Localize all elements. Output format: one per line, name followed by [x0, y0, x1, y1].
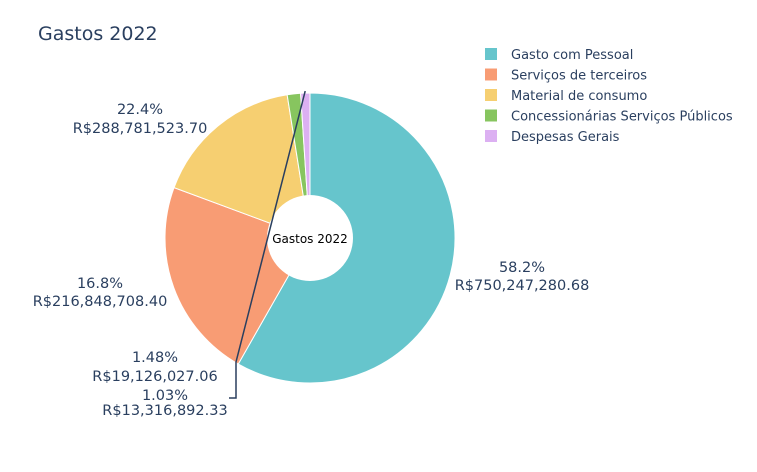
- percent-label-gasto-com-pessoal: 58.2%: [499, 260, 545, 276]
- value-label-despesas-gerais: R$13,316,892.33: [102, 403, 227, 419]
- legend-label-concessionarias-servicos-publicos[interactable]: Concessionárias Serviços Públicos: [511, 110, 733, 125]
- value-label-servicos-de-terceiros: R$288,781,523.70: [73, 121, 208, 137]
- legend-label-servicos-de-terceiros[interactable]: Serviços de terceiros: [511, 69, 647, 84]
- percent-label-servicos-de-terceiros: 22.4%: [117, 102, 163, 118]
- legend-label-despesas-gerais[interactable]: Despesas Gerais: [511, 130, 620, 145]
- value-label-concessionarias-servicos-publicos: R$19,126,027.06: [92, 369, 217, 385]
- value-label-gasto-com-pessoal: R$750,247,280.68: [455, 278, 590, 294]
- percent-label-despesas-gerais: 1.03%: [142, 388, 188, 404]
- percent-label-concessionarias-servicos-publicos: 1.48%: [132, 350, 178, 366]
- legend-swatch-concessionarias-servicos-publicos[interactable]: [485, 110, 497, 122]
- chart-title: Gastos 2022: [38, 23, 158, 45]
- percent-label-material-de-consumo: 16.8%: [77, 276, 123, 292]
- legend-swatch-material-de-consumo[interactable]: [485, 89, 497, 101]
- pie-chart: Gastos 2022 Gastos 2022 58.2% R$750,247,2…: [0, 0, 757, 472]
- legend-swatch-gasto-com-pessoal[interactable]: [485, 48, 497, 60]
- legend-label-material-de-consumo[interactable]: Material de consumo: [511, 89, 647, 104]
- value-label-material-de-consumo: R$216,848,708.40: [33, 294, 168, 310]
- legend-swatch-despesas-gerais[interactable]: [485, 130, 497, 142]
- legend: Gasto com Pessoal Serviços de terceiros Ma…: [485, 48, 733, 145]
- legend-label-gasto-com-pessoal[interactable]: Gasto com Pessoal: [511, 48, 633, 63]
- legend-swatch-servicos-de-terceiros[interactable]: [485, 69, 497, 81]
- center-label: Gastos 2022: [272, 232, 348, 246]
